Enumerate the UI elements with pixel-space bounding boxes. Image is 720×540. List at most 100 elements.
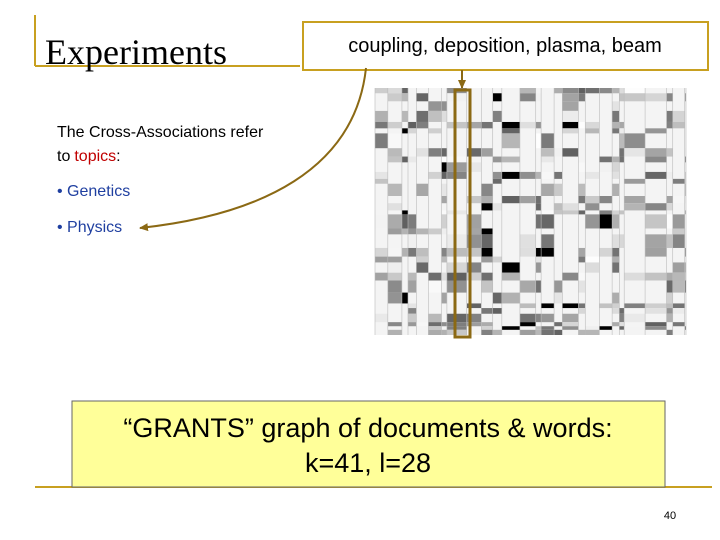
matrix-cell bbox=[645, 156, 667, 163]
matrix-cell bbox=[408, 322, 417, 327]
matrix-cell bbox=[387, 256, 402, 263]
matrix-cell bbox=[387, 121, 402, 129]
matrix-cell bbox=[541, 234, 555, 248]
matrix-cell bbox=[554, 88, 563, 94]
matrix-cell bbox=[492, 156, 502, 163]
matrix-cell bbox=[562, 110, 579, 122]
matrix-cell bbox=[408, 247, 417, 257]
matrix-cell bbox=[428, 280, 442, 293]
matrix-cell bbox=[481, 256, 493, 263]
matrix-cell bbox=[519, 280, 536, 293]
matrix-cell bbox=[684, 247, 686, 257]
matrix-cell bbox=[481, 234, 493, 248]
matrix-cell bbox=[562, 303, 579, 309]
matrix-cell bbox=[624, 326, 646, 330]
matrix-cell bbox=[666, 203, 673, 211]
callout-text: coupling, deposition, plasma, beam bbox=[348, 35, 662, 57]
matrix-cell bbox=[481, 326, 493, 330]
matrix-cell bbox=[624, 195, 646, 204]
matrix-cell bbox=[401, 292, 409, 304]
matrix-cell bbox=[446, 262, 467, 273]
matrix-cell bbox=[619, 322, 625, 327]
matrix-cell bbox=[578, 93, 586, 102]
intro-keyword: topics bbox=[74, 148, 116, 165]
matrix-cell bbox=[562, 322, 579, 327]
matrix-cell bbox=[481, 203, 493, 211]
matrix-cell bbox=[375, 313, 388, 323]
bullet-text: Genetics bbox=[67, 183, 130, 200]
matrix-cell bbox=[428, 326, 442, 330]
matrix-cell bbox=[466, 162, 482, 172]
matrix-cell bbox=[446, 162, 467, 172]
matrix-cell bbox=[441, 322, 447, 327]
matrix-cell bbox=[562, 101, 579, 111]
matrix-cell bbox=[578, 247, 586, 257]
matrix-cell bbox=[585, 262, 600, 273]
matrix-cell bbox=[562, 210, 579, 215]
matrix-cell bbox=[554, 148, 563, 157]
matrix-cell bbox=[466, 322, 482, 327]
matrix-cell bbox=[578, 256, 586, 263]
matrix-cell bbox=[446, 322, 467, 327]
matrix-cell bbox=[562, 313, 579, 323]
curved-arrow bbox=[139, 67, 367, 232]
matrix-cell bbox=[645, 203, 667, 211]
matrix-cell bbox=[612, 210, 620, 215]
matrix-cell bbox=[416, 148, 429, 157]
matrix-cell bbox=[578, 195, 586, 204]
matrix-cell bbox=[666, 280, 673, 293]
matrix-cell bbox=[599, 210, 613, 215]
matrix-cell bbox=[619, 93, 625, 102]
matrix-cell bbox=[535, 121, 542, 129]
matrix-cell bbox=[492, 171, 502, 179]
matrix-cell bbox=[535, 171, 542, 179]
matrix-cell bbox=[387, 183, 402, 196]
matrix-cell bbox=[416, 121, 429, 129]
matrix-cell bbox=[501, 262, 520, 273]
matrix-cell bbox=[446, 272, 467, 281]
matrix-cell bbox=[466, 272, 482, 281]
matrix-cell bbox=[645, 234, 667, 248]
matrix-cell bbox=[375, 88, 686, 335]
matrix-cell bbox=[612, 121, 620, 129]
matrix-cell bbox=[672, 178, 685, 184]
caption-line: k=41, l=28 bbox=[305, 448, 431, 478]
matrix-cell bbox=[541, 326, 555, 330]
matrix-cell bbox=[562, 148, 579, 157]
matrix-cell bbox=[446, 234, 467, 248]
matrix-cell bbox=[599, 88, 613, 94]
matrix-cell bbox=[672, 214, 685, 229]
matrix-cell bbox=[401, 156, 409, 163]
matrix-cell bbox=[408, 308, 417, 314]
matrix-cell bbox=[578, 329, 586, 335]
matrix-cell bbox=[501, 128, 520, 134]
matrix-cell bbox=[619, 128, 625, 134]
matrix-cell bbox=[446, 247, 467, 257]
matrix-cell bbox=[612, 234, 620, 248]
matrix-cell bbox=[387, 247, 402, 257]
matrix-cell bbox=[481, 148, 493, 157]
matrix-cell bbox=[375, 256, 388, 263]
matrix-image bbox=[374, 88, 687, 335]
matrix-cell bbox=[401, 128, 409, 134]
matrix-cell bbox=[612, 171, 620, 179]
intro-punct: : bbox=[116, 148, 120, 165]
matrix-cell bbox=[672, 195, 685, 204]
matrix-cell bbox=[441, 156, 447, 163]
matrix-cell bbox=[672, 322, 685, 327]
matrix-cell bbox=[428, 171, 442, 179]
matrix-cell bbox=[481, 247, 493, 257]
intro-line: to topics: bbox=[57, 148, 121, 165]
matrix-cell bbox=[387, 156, 402, 163]
matrix-cell bbox=[562, 88, 579, 94]
matrix-cell bbox=[599, 214, 613, 229]
matrix-cell bbox=[672, 308, 685, 314]
matrix-cell bbox=[666, 303, 673, 309]
bullet-text: Physics bbox=[67, 219, 122, 236]
matrix-cell bbox=[408, 303, 417, 309]
matrix-cell bbox=[684, 262, 686, 273]
matrix-cell bbox=[401, 214, 409, 229]
matrix-cell bbox=[375, 121, 388, 129]
matrix-cell bbox=[684, 183, 686, 196]
matrix-cell bbox=[619, 329, 625, 335]
